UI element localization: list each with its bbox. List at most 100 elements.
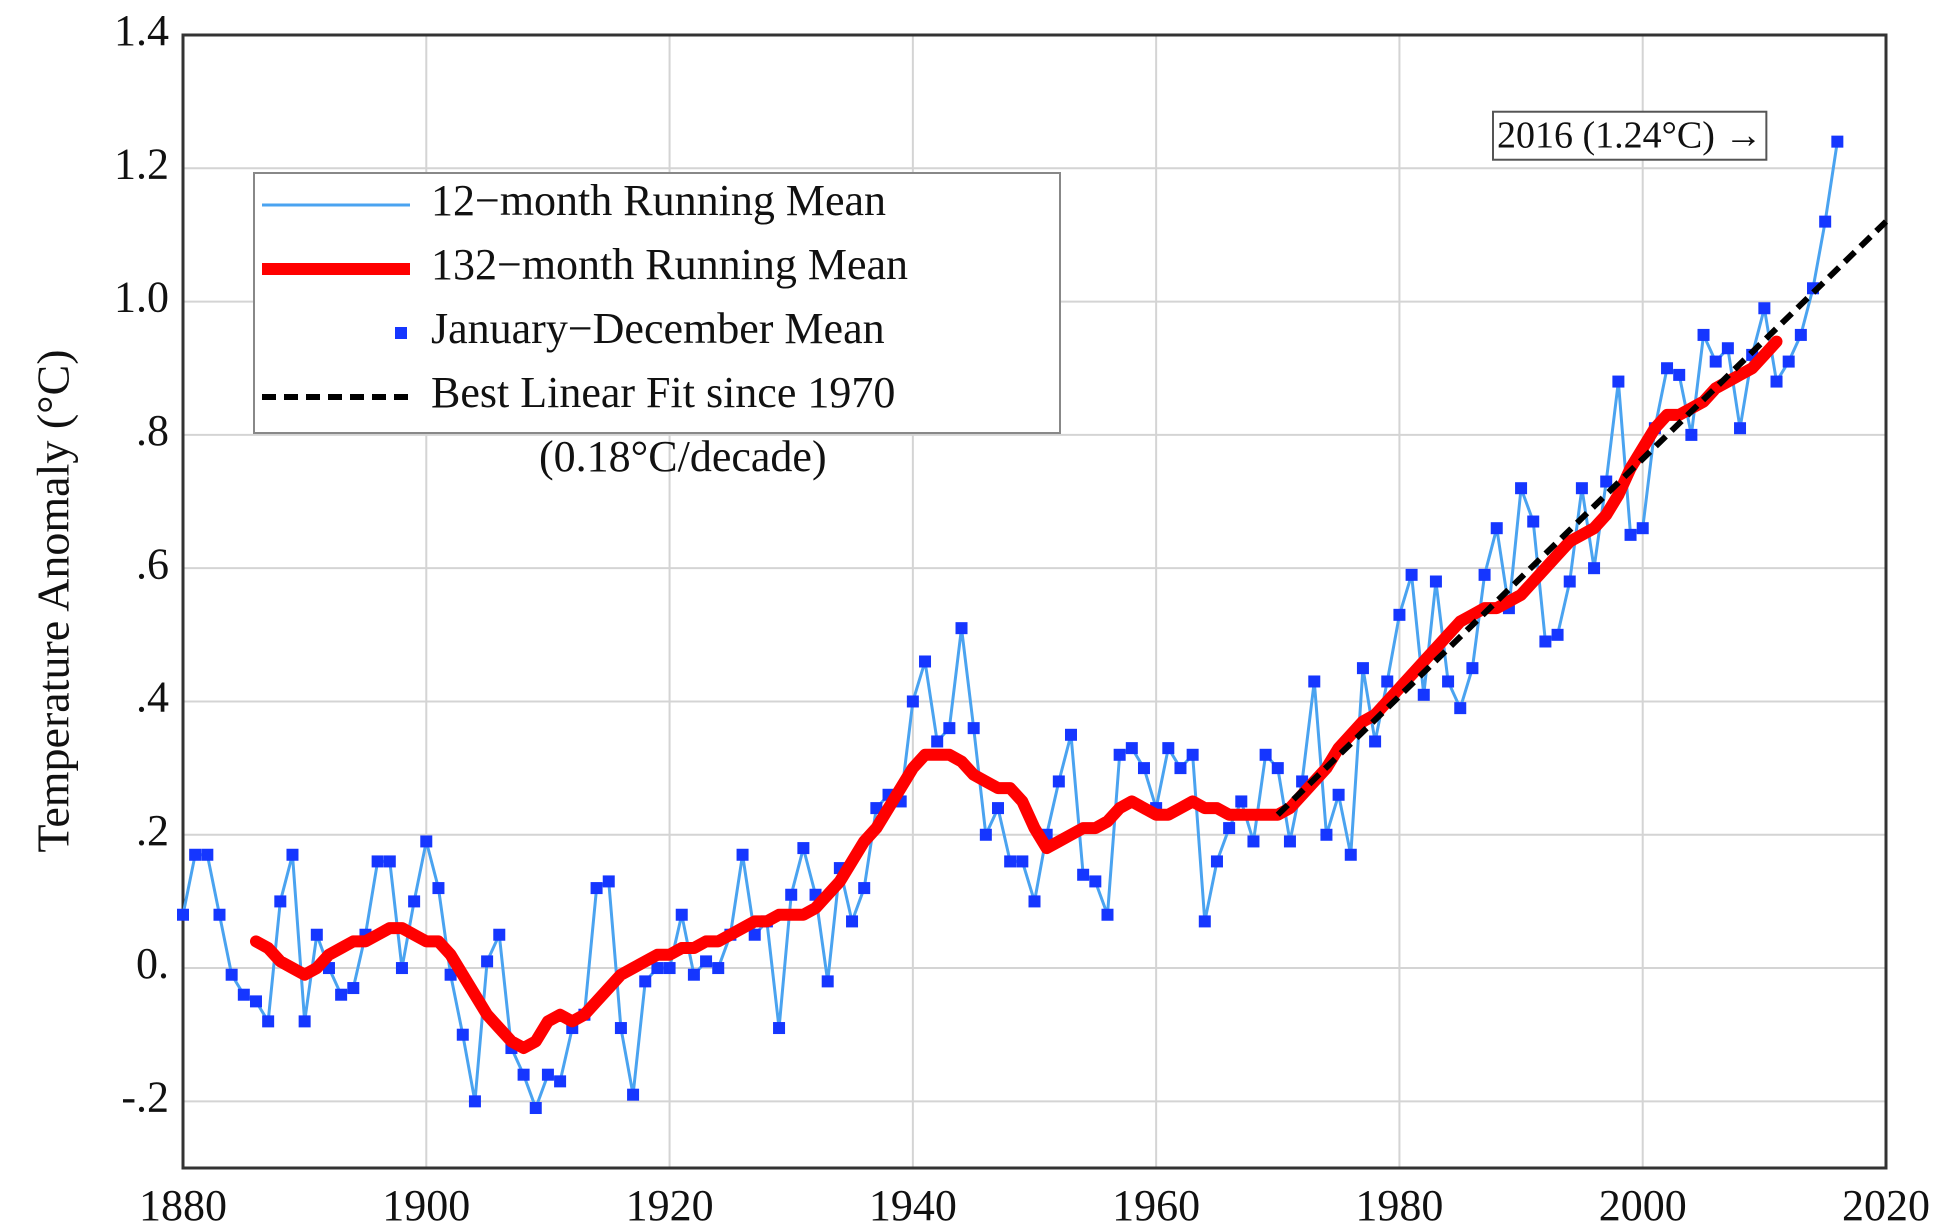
data-point [189,848,202,861]
data-point [1721,342,1734,355]
data-point [1381,675,1394,688]
data-point [262,1015,275,1028]
data-point [1198,915,1211,928]
data-point [517,1068,530,1081]
series-line [249,335,1783,1055]
y-tick-label: .8 [136,406,169,455]
data-point [1588,562,1601,575]
data-point [1539,635,1552,648]
x-tick-label: 2000 [1599,1181,1687,1230]
y-tick-label: -.2 [121,1072,169,1121]
data-point [201,848,214,861]
data-point [1709,355,1722,368]
data-point [1064,728,1077,741]
legend-label: 132−month Running Mean [431,240,908,289]
data-point [1600,475,1613,488]
data-point [663,962,676,975]
data-point [1551,628,1564,641]
data-point [858,882,871,895]
data-point [943,722,956,735]
data-point [955,622,968,635]
data-point [1137,762,1150,775]
data-point [1004,855,1017,868]
data-point [797,842,810,855]
data-point [420,835,433,848]
data-point [213,908,226,921]
data-point [627,1088,640,1101]
data-point [1259,748,1272,761]
y-tick-label: 1.4 [114,6,169,55]
data-point [906,695,919,708]
data-point [919,655,932,668]
data-point [383,855,396,868]
x-tick-label: 1920 [626,1181,714,1230]
data-point [1393,608,1406,621]
data-point [1223,822,1236,835]
data-point [1028,895,1041,908]
data-point [529,1102,542,1115]
data-point [1794,328,1807,341]
data-point [1283,835,1296,848]
data-point [1369,735,1382,748]
data-point [432,882,445,895]
data-point [1697,328,1710,341]
y-axis-label: Temperature Anomaly (°C) [28,349,79,852]
data-point [249,995,262,1008]
data-point [1563,575,1576,588]
data-point [371,855,384,868]
legend-label: January−December Mean [431,304,885,353]
data-point [1356,662,1369,675]
legend-box [253,172,1061,434]
y-tick-label: .6 [136,539,169,588]
data-point [1077,868,1090,881]
data-point [1831,135,1844,148]
data-point [1113,748,1126,761]
data-point [1454,702,1467,715]
data-point [1478,568,1491,581]
annotation: (0.18°C/decade) [539,432,827,481]
data-point [456,1028,469,1041]
data-point [1515,482,1528,495]
data-point [590,882,603,895]
data-point [1575,482,1588,495]
data-point [992,802,1005,815]
data-point [602,875,615,888]
data-point [846,915,859,928]
data-point [1636,522,1649,535]
plot-frame [181,33,1888,1170]
data-point [541,1068,554,1081]
data-point [1527,515,1540,528]
data-point [1442,675,1455,688]
x-tick-label: 1960 [1112,1181,1200,1230]
data-point [1466,662,1479,675]
data-point [700,955,713,968]
data-point [310,928,323,941]
data-point [748,928,761,941]
data-point [1770,375,1783,388]
data-point [1344,848,1357,861]
data-point [1490,522,1503,535]
data-point [225,968,238,981]
data-point [286,848,299,861]
data-point [821,975,834,988]
data-point [444,968,457,981]
data-point [274,895,287,908]
data-point [639,975,652,988]
data-point [614,1022,627,1035]
data-point [979,828,992,841]
data-point [1320,828,1333,841]
x-tick-label: 1880 [139,1181,227,1230]
data-point [395,962,408,975]
data-point [712,962,725,975]
data-point [1186,748,1199,761]
data-point [1405,568,1418,581]
y-tick-label: 1.2 [114,139,169,188]
data-point [1734,422,1747,435]
data-point [1089,875,1102,888]
data-point [347,982,360,995]
data-point [773,1022,786,1035]
data-point [1673,368,1686,381]
data-point [1125,742,1138,755]
data-point [1174,762,1187,775]
data-point [1417,688,1430,701]
